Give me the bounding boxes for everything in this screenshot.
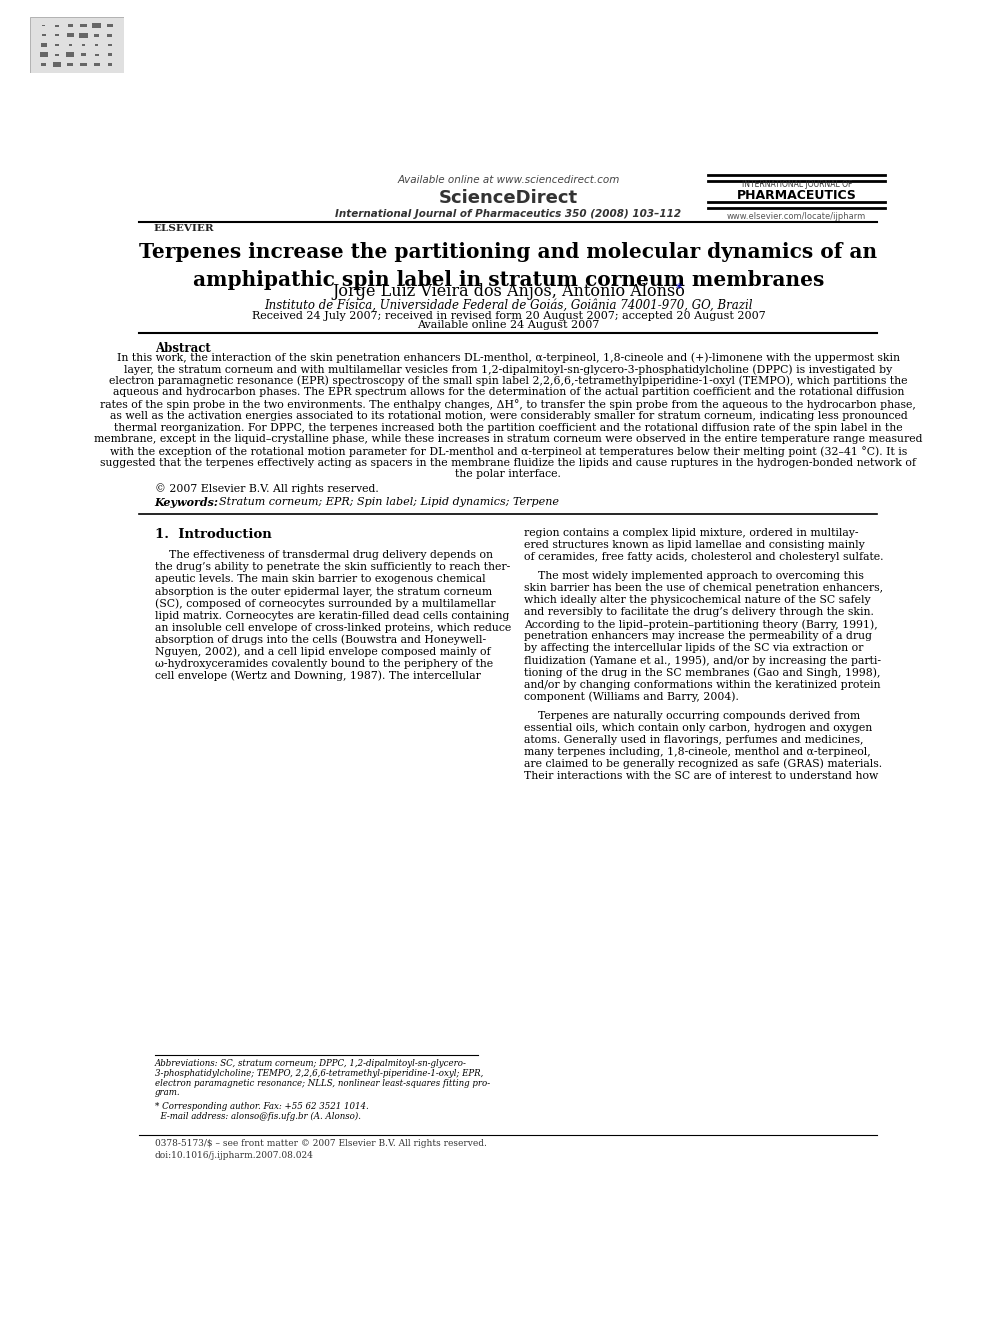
Bar bbox=[94, 24, 99, 26]
Bar bbox=[66, 53, 73, 57]
Text: many terpenes including, 1,8-cineole, menthol and α-terpineol,: many terpenes including, 1,8-cineole, me… bbox=[524, 746, 871, 757]
Text: According to the lipid–protein–partitioning theory (Barry, 1991),: According to the lipid–protein–partition… bbox=[524, 619, 878, 630]
Text: of ceramides, free fatty acids, cholesterol and cholesteryl sulfate.: of ceramides, free fatty acids, choleste… bbox=[524, 552, 883, 562]
Bar bbox=[41, 24, 48, 28]
Text: E-mail address: alonso@fis.ufg.br (A. Alonso).: E-mail address: alonso@fis.ufg.br (A. Al… bbox=[155, 1111, 361, 1121]
Text: doi:10.1016/j.ijpharm.2007.08.024: doi:10.1016/j.ijpharm.2007.08.024 bbox=[155, 1151, 313, 1160]
Text: Received 24 July 2007; received in revised form 20 August 2007; accepted 20 Augu: Received 24 July 2007; received in revis… bbox=[252, 311, 765, 320]
Text: membrane, except in the liquid–crystalline phase, while these increases in strat: membrane, except in the liquid–crystalli… bbox=[94, 434, 923, 445]
Text: penetration enhancers may increase the permeability of a drug: penetration enhancers may increase the p… bbox=[524, 631, 872, 642]
Text: Abbreviations: SC, stratum corneum; DPPC, 1,2-dipalmitoyl-sn-glycero-: Abbreviations: SC, stratum corneum; DPPC… bbox=[155, 1060, 466, 1068]
Text: layer, the stratum corneum and with multilamellar vesicles from 1,2-dipalmitoyl-: layer, the stratum corneum and with mult… bbox=[124, 364, 893, 374]
Bar bbox=[55, 53, 60, 56]
Text: electron paramagnetic resonance; NLLS, nonlinear least-squares fitting pro-: electron paramagnetic resonance; NLLS, n… bbox=[155, 1078, 490, 1088]
Bar bbox=[81, 64, 85, 66]
Bar bbox=[40, 53, 48, 57]
Bar bbox=[106, 33, 114, 37]
Text: 3-phosphatidylcholine; TEMPO, 2,2,6,6-tetramethyl-piperidine-1-oxyl; EPR,: 3-phosphatidylcholine; TEMPO, 2,2,6,6-te… bbox=[155, 1069, 483, 1078]
Text: suggested that the terpenes effectively acting as spacers in the membrane fluidi: suggested that the terpenes effectively … bbox=[100, 458, 917, 468]
Text: by affecting the intercellular lipids of the SC via extraction or: by affecting the intercellular lipids of… bbox=[524, 643, 863, 654]
Text: apeutic levels. The main skin barrier to exogenous chemical: apeutic levels. The main skin barrier to… bbox=[155, 574, 485, 585]
Bar bbox=[108, 64, 111, 65]
Text: Stratum corneum; EPR; Spin label; Lipid dynamics; Terpene: Stratum corneum; EPR; Spin label; Lipid … bbox=[212, 497, 559, 508]
Text: as well as the activation energies associated to its rotational motion, were con: as well as the activation energies assoc… bbox=[109, 411, 908, 421]
Text: fluidization (Yamane et al., 1995), and/or by increasing the parti-: fluidization (Yamane et al., 1995), and/… bbox=[524, 655, 881, 665]
Text: Keywords:: Keywords: bbox=[155, 497, 219, 508]
Text: (SC), composed of corneocytes surrounded by a multilamellar: (SC), composed of corneocytes surrounded… bbox=[155, 598, 495, 609]
Text: ELSEVIER: ELSEVIER bbox=[154, 224, 214, 233]
Bar bbox=[67, 62, 73, 66]
Text: the polar interface.: the polar interface. bbox=[455, 470, 561, 479]
Text: 0378-5173/$ – see front matter © 2007 Elsevier B.V. All rights reserved.: 0378-5173/$ – see front matter © 2007 El… bbox=[155, 1139, 487, 1148]
Text: © 2007 Elsevier B.V. All rights reserved.: © 2007 Elsevier B.V. All rights reserved… bbox=[155, 483, 379, 493]
Bar bbox=[94, 64, 99, 66]
Text: Terpenes are naturally occurring compounds derived from: Terpenes are naturally occurring compoun… bbox=[524, 710, 860, 721]
Bar bbox=[55, 34, 60, 37]
Text: The effectiveness of transdermal drug delivery depends on: The effectiveness of transdermal drug de… bbox=[155, 550, 493, 561]
Text: Their interactions with the SC are of interest to understand how: Their interactions with the SC are of in… bbox=[524, 771, 878, 781]
Text: an insoluble cell envelope of cross-linked proteins, which reduce: an insoluble cell envelope of cross-link… bbox=[155, 623, 511, 632]
Text: with the exception of the rotational motion parameter for DL-menthol and α-terpi: with the exception of the rotational mot… bbox=[110, 446, 907, 456]
Text: tioning of the drug in the SC membranes (Gao and Singh, 1998),: tioning of the drug in the SC membranes … bbox=[524, 668, 880, 679]
Text: lipid matrix. Corneocytes are keratin-filled dead cells containing: lipid matrix. Corneocytes are keratin-fi… bbox=[155, 610, 509, 620]
Text: atoms. Generally used in flavorings, perfumes and medicines,: atoms. Generally used in flavorings, per… bbox=[524, 734, 863, 745]
Text: absorption is the outer epidermal layer, the stratum corneum: absorption is the outer epidermal layer,… bbox=[155, 586, 492, 597]
Text: ered structures known as lipid lamellae and consisting mainly: ered structures known as lipid lamellae … bbox=[524, 540, 864, 550]
Text: Abstract: Abstract bbox=[155, 343, 210, 355]
Text: Instituto de Física, Universidade Federal de Goiás, Goiânia 74001-970, GO, Brazi: Instituto de Física, Universidade Federa… bbox=[264, 298, 753, 311]
Bar bbox=[67, 44, 73, 46]
Text: essential oils, which contain only carbon, hydrogen and oxygen: essential oils, which contain only carbo… bbox=[524, 722, 872, 733]
Bar bbox=[79, 22, 87, 28]
Bar bbox=[67, 24, 72, 26]
Bar bbox=[81, 53, 85, 56]
Text: region contains a complex lipid mixture, ordered in multilay-: region contains a complex lipid mixture,… bbox=[524, 528, 858, 538]
Text: Terpenes increase the partitioning and molecular dynamics of an
amphipathic spin: Terpenes increase the partitioning and m… bbox=[139, 242, 878, 290]
Text: In this work, the interaction of the skin penetration enhancers DL-menthol, α-te: In this work, the interaction of the ski… bbox=[117, 352, 900, 363]
Text: 1.  Introduction: 1. Introduction bbox=[155, 528, 272, 541]
Bar bbox=[107, 53, 113, 57]
Text: cell envelope (Wertz and Downing, 1987). The intercellular: cell envelope (Wertz and Downing, 1987).… bbox=[155, 671, 481, 681]
Text: gram.: gram. bbox=[155, 1089, 181, 1097]
Text: the drug’s ability to penetrate the skin sufficiently to reach ther-: the drug’s ability to penetrate the skin… bbox=[155, 562, 510, 573]
Text: thermal reorganization. For DPPC, the terpenes increased both the partition coef: thermal reorganization. For DPPC, the te… bbox=[114, 422, 903, 433]
Text: International Journal of Pharmaceutics 350 (2008) 103–112: International Journal of Pharmaceutics 3… bbox=[335, 209, 682, 218]
Bar bbox=[43, 44, 46, 46]
Bar bbox=[79, 42, 87, 48]
Bar bbox=[68, 34, 72, 37]
Text: ScienceDirect: ScienceDirect bbox=[438, 189, 578, 208]
Text: component (Williams and Barry, 2004).: component (Williams and Barry, 2004). bbox=[524, 692, 739, 703]
Bar bbox=[79, 33, 87, 37]
Bar bbox=[93, 44, 100, 46]
Text: *: * bbox=[676, 283, 682, 296]
Text: are claimed to be generally recognized as safe (GRAS) materials.: are claimed to be generally recognized a… bbox=[524, 759, 882, 770]
Text: skin barrier has been the use of chemical penetration enhancers,: skin barrier has been the use of chemica… bbox=[524, 583, 883, 593]
Text: * Corresponding author. Fax: +55 62 3521 1014.: * Corresponding author. Fax: +55 62 3521… bbox=[155, 1102, 368, 1111]
Bar bbox=[107, 24, 112, 26]
Text: and reversibly to facilitate the drug’s delivery through the skin.: and reversibly to facilitate the drug’s … bbox=[524, 607, 874, 618]
Bar bbox=[42, 34, 47, 37]
Text: which ideally alter the physicochemical nature of the SC safely: which ideally alter the physicochemical … bbox=[524, 595, 870, 606]
Text: rates of the spin probe in the two environments. The enthalpy changes, ΔH°, to t: rates of the spin probe in the two envir… bbox=[100, 400, 917, 410]
Bar bbox=[42, 64, 46, 66]
Bar bbox=[54, 62, 61, 66]
Text: ω-hydroxyceramides covalently bound to the periphery of the: ω-hydroxyceramides covalently bound to t… bbox=[155, 659, 493, 668]
Text: PHARMACEUTICS: PHARMACEUTICS bbox=[737, 189, 857, 202]
Text: www.elsevier.com/locate/ijpharm: www.elsevier.com/locate/ijpharm bbox=[727, 212, 866, 221]
Text: Available online at www.sciencedirect.com: Available online at www.sciencedirect.co… bbox=[397, 175, 620, 185]
Text: Jorge Luiz Vieira dos Anjos, Antonio Alonso: Jorge Luiz Vieira dos Anjos, Antonio Alo… bbox=[332, 283, 684, 300]
Bar bbox=[54, 24, 61, 28]
Bar bbox=[93, 53, 100, 57]
Text: electron paramagnetic resonance (EPR) spectroscopy of the small spin label 2,2,6: electron paramagnetic resonance (EPR) sp… bbox=[109, 376, 908, 386]
Bar bbox=[54, 42, 62, 48]
Text: aqueous and hydrocarbon phases. The EPR spectrum allows for the determination of: aqueous and hydrocarbon phases. The EPR … bbox=[113, 388, 904, 397]
Text: and/or by changing conformations within the keratinized protein: and/or by changing conformations within … bbox=[524, 680, 880, 689]
Text: The most widely implemented approach to overcoming this: The most widely implemented approach to … bbox=[524, 572, 864, 581]
Text: absorption of drugs into the cells (Bouwstra and Honeywell-: absorption of drugs into the cells (Bouw… bbox=[155, 635, 486, 646]
Bar bbox=[106, 42, 113, 48]
Text: Nguyen, 2002), and a cell lipid envelope composed mainly of: Nguyen, 2002), and a cell lipid envelope… bbox=[155, 647, 490, 658]
Text: Available online 24 August 2007: Available online 24 August 2007 bbox=[418, 320, 599, 329]
Bar bbox=[93, 33, 100, 37]
Text: INTERNATIONAL JOURNAL OF: INTERNATIONAL JOURNAL OF bbox=[741, 180, 852, 189]
